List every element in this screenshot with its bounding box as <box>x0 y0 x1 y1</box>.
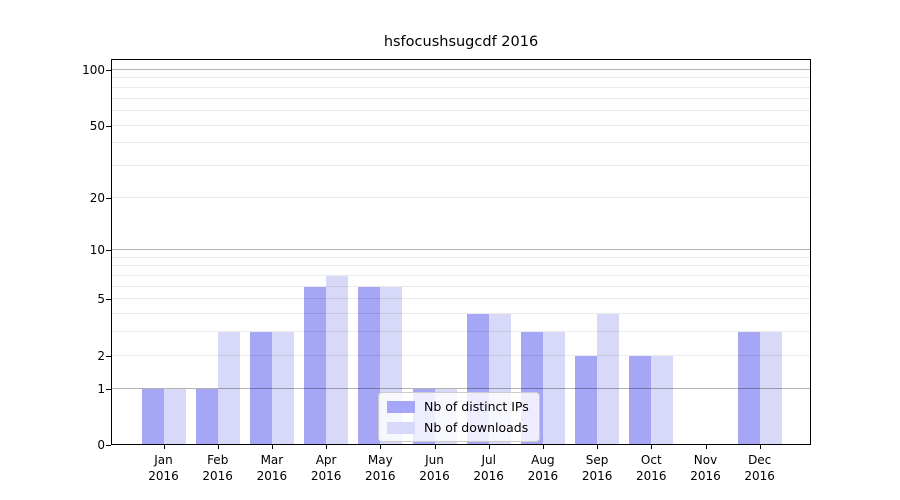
bar-jan-ips <box>141 388 164 445</box>
y-tick-label-0: 0 <box>97 438 105 452</box>
x-tick-mark-dec <box>759 445 761 449</box>
y-tick-label-50: 50 <box>89 118 105 133</box>
plot-area: Nb of distinct IPs Nb of downloads <box>111 59 811 445</box>
x-tick-mark-apr <box>326 445 328 449</box>
chart-title: hsfocushsugcdf 2016 <box>383 34 539 50</box>
y-tick-mark-10 <box>106 250 111 252</box>
x-tick-label-jun: Jun 2016 <box>419 453 450 483</box>
gridline-y-50 <box>111 124 811 126</box>
grid-layer <box>111 59 811 445</box>
y-tick-mark-1 <box>106 388 111 390</box>
gridline-y-8 <box>111 265 811 267</box>
gridline-y-30 <box>111 164 811 166</box>
gridline-y-1 <box>111 387 811 389</box>
x-tick-label-jul: Jul 2016 <box>473 453 504 483</box>
gridline-y-5 <box>111 298 811 300</box>
x-tick-mark-nov <box>705 445 707 449</box>
legend-item-distinct-ips: Nb of distinct IPs <box>387 399 529 414</box>
x-tick-label-dec: Dec 2016 <box>744 453 775 483</box>
x-tick-label-apr: Apr 2016 <box>310 453 342 483</box>
bar-dec-ips <box>737 332 760 445</box>
bar-feb-downloads <box>217 332 240 445</box>
x-tick-label-sep: Sep 2016 <box>581 453 613 483</box>
x-tick-label-nov: Nov 2016 <box>690 453 721 483</box>
y-tick-label-5: 5 <box>97 292 105 307</box>
y-tick-label-1: 1 <box>97 381 105 396</box>
gridline-y-40 <box>111 142 811 144</box>
y-tick-mark-50 <box>106 125 111 127</box>
y-tick-mark-5 <box>106 299 111 301</box>
x-tick-mark-mar <box>271 445 273 449</box>
legend-label-downloads: Nb of downloads <box>424 420 529 435</box>
bar-jan-downloads <box>163 388 186 445</box>
x-tick-mark-aug <box>542 445 544 449</box>
legend: Nb of distinct IPs Nb of downloads <box>378 392 540 442</box>
x-tick-label-mar: Mar 2016 <box>256 453 288 483</box>
x-tick-label-aug: Aug 2016 <box>527 453 559 483</box>
gridline-y-10 <box>111 249 811 251</box>
bar-aug-downloads <box>542 332 565 445</box>
gridline-y-3 <box>111 331 811 333</box>
bar-sep-ips <box>575 355 598 445</box>
gridline-y-20 <box>111 196 811 198</box>
x-tick-mark-jul <box>488 445 490 449</box>
gridline-y-6 <box>111 285 811 287</box>
x-tick-label-oct: Oct 2016 <box>636 453 667 483</box>
legend-swatch-downloads <box>387 421 415 434</box>
x-tick-mark-oct <box>651 445 653 449</box>
x-tick-mark-may <box>380 445 382 449</box>
y-tick-mark-0 <box>106 445 111 446</box>
x-tick-mark-jun <box>434 445 436 449</box>
y-tick-label-2: 2 <box>97 348 105 363</box>
legend-swatch-distinct-ips <box>387 400 415 413</box>
y-tick-label-100: 100 <box>82 63 105 77</box>
bar-apr-downloads <box>326 276 349 445</box>
x-tick-mark-jan <box>163 445 165 449</box>
x-tick-mark-sep <box>597 445 599 449</box>
gridline-y-60 <box>111 109 811 111</box>
gridline-y-2 <box>111 354 811 356</box>
bar-may-ips <box>358 286 381 445</box>
gridline-y-90 <box>111 77 811 79</box>
gridline-y-9 <box>111 256 811 258</box>
gridline-y-7 <box>111 275 811 277</box>
y-tick-mark-20 <box>106 197 111 199</box>
x-tick-label-feb: Feb 2016 <box>202 453 233 483</box>
bar-sep-downloads <box>597 314 620 445</box>
bar-mar-ips <box>249 332 272 445</box>
y-tick-mark-2 <box>106 355 111 357</box>
x-tick-mark-feb <box>217 445 219 449</box>
gridline-y-70 <box>111 97 811 99</box>
x-tick-label-jan: Jan 2016 <box>148 453 179 483</box>
bar-oct-ips <box>629 355 652 445</box>
legend-label-distinct-ips: Nb of distinct IPs <box>424 399 529 414</box>
bar-mar-downloads <box>271 332 294 445</box>
y-tick-mark-100 <box>106 70 111 71</box>
bar-apr-ips <box>304 286 327 445</box>
gridline-y-100 <box>111 69 811 70</box>
bar-dec-downloads <box>759 332 782 445</box>
y-tick-label-10: 10 <box>89 243 105 258</box>
gridline-y-4 <box>111 313 811 315</box>
bar-feb-ips <box>195 388 218 445</box>
legend-item-downloads: Nb of downloads <box>387 420 529 435</box>
bar-oct-downloads <box>651 355 674 445</box>
gridline-y-80 <box>111 86 811 88</box>
y-tick-label-20: 20 <box>89 190 105 205</box>
x-tick-label-may: May 2016 <box>365 453 396 483</box>
